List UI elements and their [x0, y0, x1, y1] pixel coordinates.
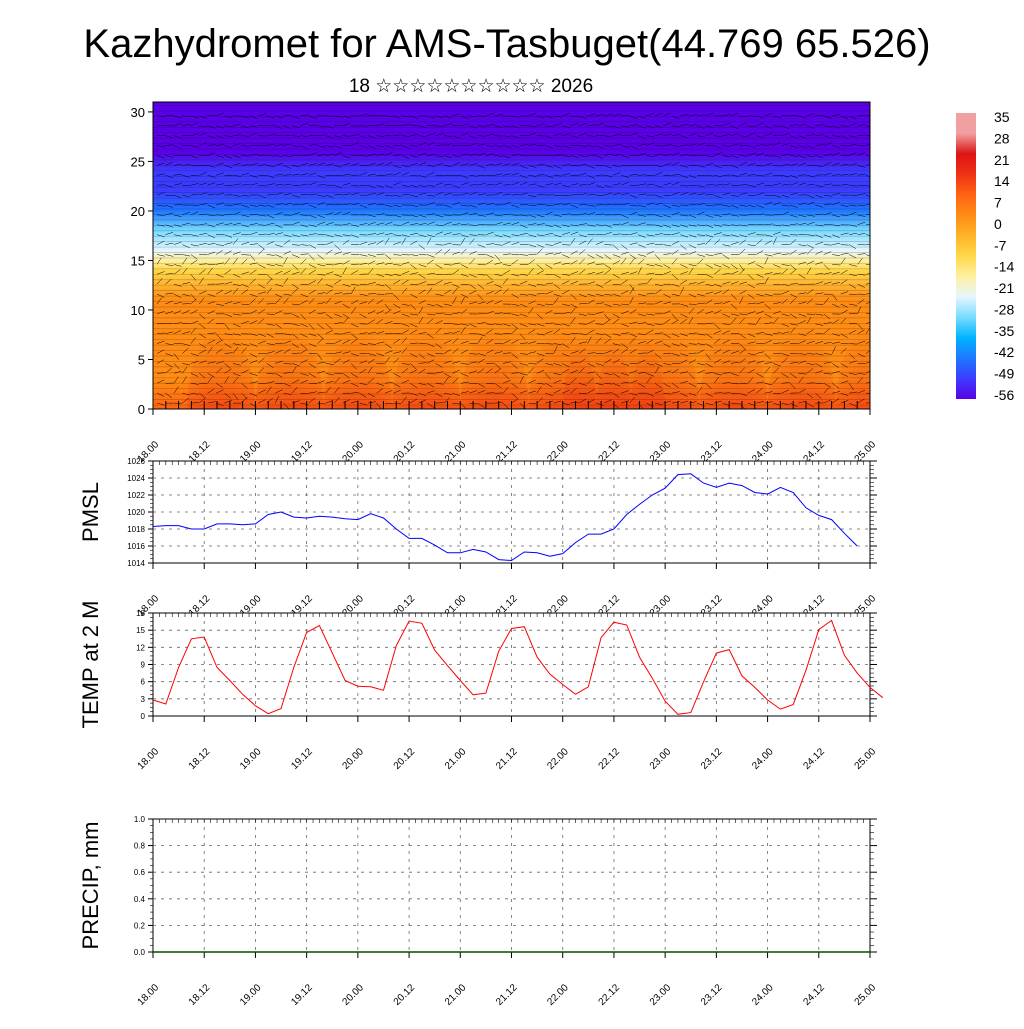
temp-y-tick-label: 18	[136, 609, 145, 618]
colorbar-label: -21	[994, 280, 1014, 296]
colorbar-label: -42	[994, 344, 1014, 360]
temp-x-tick-label: 22.12	[597, 746, 623, 772]
temp-x-tick-label: 24.12	[801, 746, 827, 772]
temp-x-tick-label: 21.12	[494, 746, 520, 772]
colorbar-label: 35	[994, 109, 1010, 125]
colorbar-label: -35	[994, 323, 1014, 339]
temp-y-axis-label: TEMP at 2 M	[78, 601, 103, 729]
pmsl-y-tick-label: 1014	[127, 559, 145, 568]
precip-x-tick-label: 25.00	[853, 982, 879, 1008]
pmsl-y-tick-label: 1026	[127, 457, 145, 466]
pmsl-y-tick-label: 1016	[127, 542, 145, 551]
colorbar	[956, 113, 976, 399]
precip-x-tick-label: 24.12	[801, 982, 827, 1008]
precip-x-tick-label: 23.00	[648, 982, 674, 1008]
temp-x-tick-label: 19.00	[238, 746, 264, 772]
date-subtitle: 18 ☆☆☆☆☆☆☆☆☆☆ 2026	[349, 76, 593, 97]
colorbar-label: -14	[994, 259, 1014, 275]
pmsl-y-tick-label: 1024	[127, 474, 145, 483]
cross-section-y-tick-label: 15	[131, 253, 145, 268]
precip-x-tick-label: 20.00	[341, 982, 367, 1008]
precip-x-tick-label: 22.00	[545, 982, 571, 1008]
temp-y-tick-label: 3	[141, 695, 146, 704]
colorbar-label: 7	[994, 195, 1002, 211]
temp-x-tick-label: 21.00	[443, 746, 469, 772]
colorbar-label: -49	[994, 366, 1014, 382]
temp-x-tick-label: 24.00	[750, 746, 776, 772]
precip-y-tick-label: 0.2	[134, 921, 146, 930]
page-title: Kazhydromet for AMS-Tasbuget(44.769 65.5…	[83, 22, 930, 66]
temp-x-tick-label: 25.00	[853, 746, 879, 772]
precip-y-tick-label: 0.6	[134, 868, 146, 877]
colorbar-label: 21	[994, 152, 1010, 168]
precip-x-tick-label: 19.00	[238, 982, 264, 1008]
precip-y-axis-label: PRECIP, mm	[78, 822, 103, 950]
precip-y-tick-label: 0.0	[134, 948, 146, 957]
pmsl-y-tick-label: 1018	[127, 525, 145, 534]
colorbar-label: -28	[994, 301, 1014, 317]
pmsl-y-tick-label: 1022	[127, 491, 145, 500]
colorbar-label: -7	[994, 237, 1007, 253]
colorbar-label: 0	[994, 216, 1002, 232]
cross-section-y-tick-label: 30	[131, 105, 145, 120]
temp-x-tick-label: 22.00	[545, 746, 571, 772]
temp-x-tick-label: 23.00	[648, 746, 674, 772]
precip-x-tick-label: 19.12	[289, 982, 315, 1008]
precip-x-tick-label: 23.12	[699, 982, 725, 1008]
temp-y-tick-label: 12	[136, 643, 145, 652]
cross-section-y-tick-label: 20	[131, 204, 145, 219]
temp-x-tick-label: 19.12	[289, 746, 315, 772]
colorbar-label: -56	[994, 387, 1014, 403]
colorbar-label: 28	[994, 130, 1010, 146]
cross-section-y-tick-label: 5	[138, 352, 145, 367]
precip-x-tick-label: 22.12	[597, 982, 623, 1008]
precip-y-tick-label: 0.8	[134, 842, 146, 851]
pmsl-y-tick-label: 1020	[127, 508, 145, 517]
precip-x-tick-label: 18.12	[187, 982, 213, 1008]
temp-x-tick-label: 18.00	[136, 746, 162, 772]
colorbar-label: 14	[994, 173, 1010, 189]
precip-x-tick-label: 21.00	[443, 982, 469, 1008]
precip-y-tick-label: 0.4	[134, 895, 146, 904]
precip-x-tick-label: 18.00	[136, 982, 162, 1008]
cross-section-y-tick-label: 0	[138, 402, 145, 417]
precip-x-tick-label: 24.00	[750, 982, 776, 1008]
temp-x-tick-label: 20.00	[341, 746, 367, 772]
precip-y-tick-label: 1.0	[134, 815, 146, 824]
temp-y-tick-label: 15	[136, 626, 145, 635]
precip-x-tick-label: 21.12	[494, 982, 520, 1008]
temp-y-tick-label: 0	[141, 712, 146, 721]
temp-x-tick-label: 18.12	[187, 746, 213, 772]
temp-x-tick-label: 20.12	[392, 746, 418, 772]
temp-y-tick-label: 9	[141, 661, 146, 670]
pmsl-y-axis-label: PMSL	[78, 482, 103, 542]
temp-x-tick-label: 23.12	[699, 746, 725, 772]
precip-x-tick-label: 20.12	[392, 982, 418, 1008]
cross-section-y-tick-label: 25	[131, 154, 145, 169]
temp-y-tick-label: 6	[141, 678, 146, 687]
cross-section-y-tick-label: 10	[131, 303, 145, 318]
